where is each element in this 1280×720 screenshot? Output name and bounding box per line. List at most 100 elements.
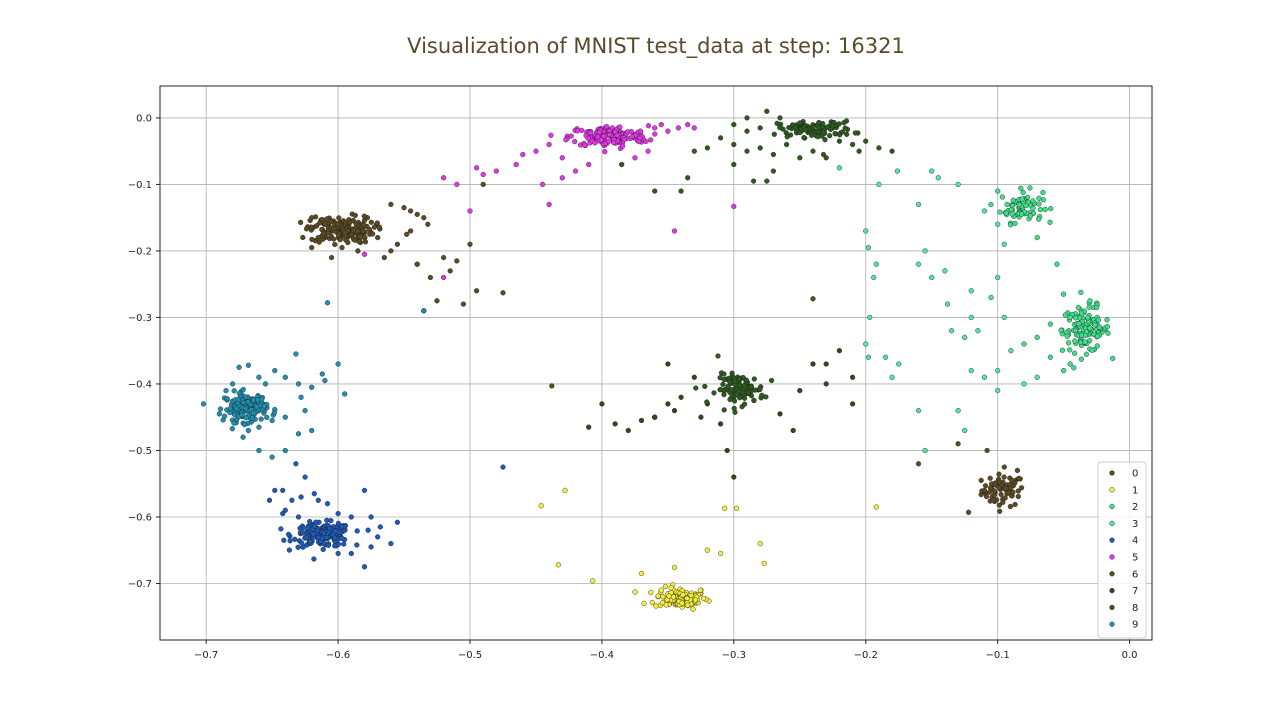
point-digit-6 <box>414 261 420 267</box>
point-digit-2 <box>1036 195 1042 201</box>
point-digit-9 <box>216 411 223 417</box>
point-digit-3 <box>1021 381 1027 387</box>
point-digit-8 <box>752 387 758 393</box>
point-digit-8 <box>770 168 777 174</box>
point-digit-6 <box>388 248 394 254</box>
point-digit-2 <box>1065 340 1072 346</box>
point-digit-2 <box>1036 216 1042 222</box>
point-digit-5 <box>685 121 691 128</box>
point-digit-2 <box>1078 356 1085 362</box>
point-digit-2 <box>1104 317 1110 323</box>
point-digit-2 <box>1062 312 1068 318</box>
point-digit-6 <box>480 181 486 188</box>
point-digit-5 <box>600 133 607 139</box>
point-digit-8 <box>702 383 708 390</box>
point-digit-4 <box>310 531 316 537</box>
point-digit-8 <box>803 127 809 133</box>
point-digit-2 <box>1072 338 1078 344</box>
point-digit-9 <box>269 417 275 424</box>
point-digit-4 <box>295 544 301 550</box>
point-digit-3 <box>915 408 922 414</box>
point-digit-8 <box>678 188 684 194</box>
point-digit-4 <box>375 534 381 540</box>
point-digit-3 <box>882 354 889 360</box>
point-digit-3 <box>981 374 988 380</box>
point-digit-9 <box>223 388 229 394</box>
point-digit-4 <box>324 501 331 507</box>
point-digit-4 <box>311 556 317 562</box>
point-digit-8 <box>784 134 790 140</box>
point-digit-8 <box>777 124 783 131</box>
point-digit-9 <box>342 391 348 397</box>
point-digit-0 <box>1002 495 1008 501</box>
point-digit-8 <box>792 125 798 131</box>
point-digit-1 <box>733 505 740 511</box>
data-points <box>200 108 1116 612</box>
point-digit-6 <box>715 353 721 359</box>
point-digit-8 <box>731 161 737 168</box>
point-digit-3 <box>995 388 1001 394</box>
point-digit-9 <box>242 422 248 428</box>
point-digit-6 <box>474 288 480 294</box>
point-digit-3 <box>955 181 961 188</box>
point-digit-8 <box>815 134 821 140</box>
point-digit-5 <box>596 129 603 135</box>
point-digit-8 <box>744 115 750 121</box>
point-digit-8 <box>783 141 790 148</box>
point-digit-2 <box>1060 291 1067 297</box>
point-digit-6 <box>366 226 373 233</box>
point-digit-5 <box>520 151 526 158</box>
point-digit-5 <box>474 165 480 171</box>
point-digit-9 <box>231 388 237 394</box>
point-digit-1 <box>641 600 647 607</box>
point-digit-8 <box>720 381 726 388</box>
point-digit-8 <box>693 385 699 391</box>
x-axis: −0.7 −0.6 −0.5 −0.4 −0.3 −0.2 −0.1 0.0 <box>194 640 1138 661</box>
point-digit-3 <box>955 408 961 414</box>
point-digit-6 <box>810 296 816 302</box>
point-digit-3 <box>962 334 968 341</box>
point-digit-2 <box>1034 334 1040 341</box>
point-digit-2 <box>1072 315 1079 321</box>
point-digit-1 <box>590 578 596 584</box>
point-digit-8 <box>830 123 836 129</box>
legend-marker <box>1109 554 1115 560</box>
point-digit-1 <box>704 547 711 553</box>
point-digit-8 <box>721 376 727 383</box>
point-digit-5 <box>665 128 671 134</box>
point-digit-4 <box>312 523 318 529</box>
point-digit-2 <box>1067 347 1073 353</box>
point-digit-2 <box>1095 317 1102 323</box>
plot-background <box>160 86 1152 640</box>
point-digit-2 <box>1076 321 1082 327</box>
point-digit-6 <box>414 211 420 218</box>
point-digit-6 <box>371 224 378 230</box>
point-digit-4 <box>280 487 286 494</box>
point-digit-8 <box>718 387 724 393</box>
point-digit-0 <box>981 487 988 494</box>
point-digit-5 <box>539 181 546 188</box>
point-digit-2 <box>1082 339 1088 345</box>
point-digit-6 <box>549 383 555 389</box>
point-digit-1 <box>692 597 699 603</box>
point-digit-8 <box>816 119 822 126</box>
point-digit-5 <box>441 274 447 281</box>
point-digit-8 <box>757 125 763 131</box>
point-digit-9 <box>249 415 256 421</box>
point-digit-1 <box>648 589 654 596</box>
legend-marker <box>1109 487 1115 493</box>
point-digit-0 <box>984 447 990 454</box>
point-digit-9 <box>295 381 302 387</box>
point-digit-8 <box>704 399 710 405</box>
point-digit-4 <box>368 514 374 520</box>
point-digit-2 <box>1085 315 1091 321</box>
point-digit-5 <box>629 133 635 140</box>
point-digit-2 <box>1003 210 1009 216</box>
point-digit-8 <box>827 133 833 139</box>
point-digit-5 <box>610 139 617 146</box>
point-digit-2 <box>1012 220 1018 227</box>
point-digit-6 <box>328 255 335 261</box>
point-digit-8 <box>852 130 858 136</box>
point-digit-9 <box>229 426 235 432</box>
point-digit-6 <box>331 225 337 232</box>
